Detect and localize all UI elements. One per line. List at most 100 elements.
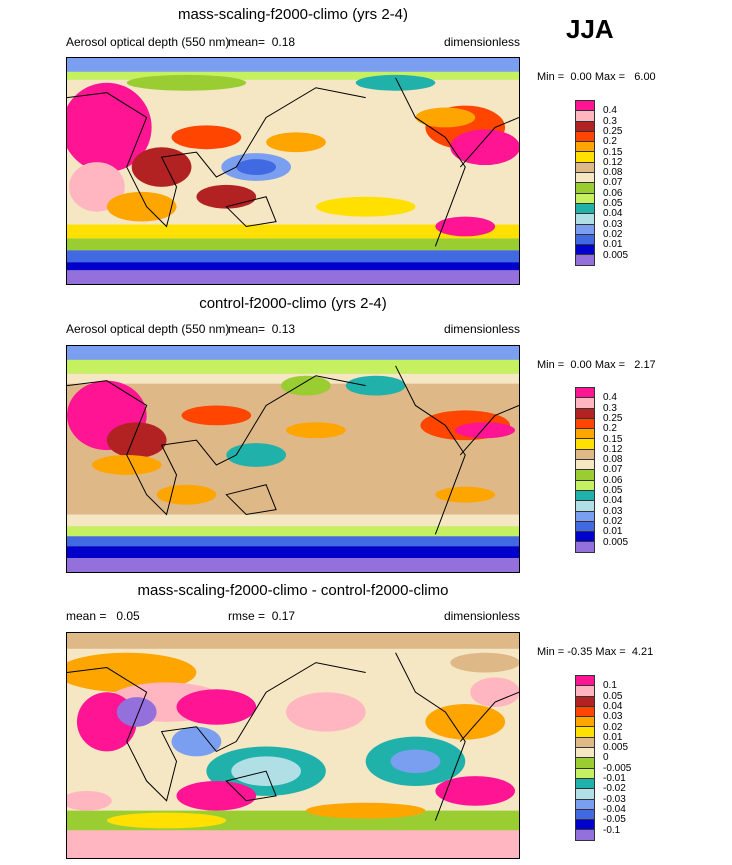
colorbar-level-label: 0.08 (603, 454, 623, 466)
colorbar-level-label: 0.08 (603, 167, 623, 179)
contour-region (67, 224, 519, 239)
panel-1-mean-label: mean= (228, 35, 266, 49)
panel-3-colorbar (575, 675, 595, 841)
contour-region (67, 270, 519, 284)
colorbar-level-label: 0.04 (603, 700, 623, 712)
contour-region (67, 830, 519, 858)
colorbar-level-label: 0.005 (603, 249, 629, 261)
contour-region (126, 74, 247, 91)
colorbar-level-label: 0.4 (603, 392, 617, 404)
colorbar-level-label: 0.02 (603, 228, 623, 240)
panel-3-mean-value: 0.05 (116, 609, 140, 623)
colorbar-swatch (575, 541, 595, 553)
panel-3-max-label: Max = (595, 646, 626, 658)
panel-1-min-value: 0.00 (570, 71, 592, 83)
panel-3-max-value: 4.21 (631, 646, 654, 658)
panel-3-rmse-label: rmse = (228, 609, 266, 623)
panel-2-colorbar (575, 387, 595, 553)
colorbar-level-label: 0.15 (603, 146, 623, 158)
panel-2-mean-value: 0.13 (271, 322, 296, 336)
colorbar-level-label: 0.005 (603, 742, 629, 754)
contour-region (106, 191, 177, 222)
panel-2-map (66, 345, 520, 573)
contour-region (171, 125, 242, 150)
contour-region (196, 184, 257, 209)
panel-1-mean-value: 0.18 (271, 35, 296, 49)
contour-region (131, 147, 192, 187)
panel-1-max-label: Max = (594, 71, 626, 83)
coastline (67, 77, 519, 247)
contour-region (68, 162, 125, 212)
contour-region (435, 486, 496, 503)
colorbar-swatch (575, 829, 595, 841)
coastline (67, 365, 519, 535)
contour-region (315, 196, 416, 217)
panel-1-variable: Aerosol optical depth (550 nm) (66, 35, 230, 49)
panel-3-units: dimensionless (443, 609, 520, 623)
panel-2-mean-label: mean= (228, 322, 266, 336)
contour-region (106, 812, 227, 829)
panel-3-title: mass-scaling-f2000-climo - control-f2000… (137, 582, 449, 599)
contour-region (236, 159, 277, 175)
contour-region (435, 776, 516, 806)
colorbar-level-label: 0.2 (603, 136, 617, 148)
colorbar-level-label: 0.04 (603, 208, 623, 220)
contour-region (355, 74, 436, 91)
contour-region (67, 558, 519, 572)
contour-region (67, 526, 519, 537)
contour-region (455, 422, 516, 439)
colorbar-level-label: 0.15 (603, 433, 623, 445)
panel-2-max-value: 2.17 (634, 359, 656, 371)
contour-region (470, 677, 519, 708)
colorbar-level-label: -0.005 (603, 762, 632, 774)
colorbar-level-label: 0.01 (603, 731, 623, 743)
contour-region (67, 71, 519, 80)
colorbar-level-label: 0.3 (603, 402, 617, 414)
contour-region (171, 726, 222, 757)
colorbar-level-label: 0.3 (603, 115, 617, 127)
contour-region (390, 749, 441, 774)
contour-region (305, 802, 426, 819)
panel-2-variable: Aerosol optical depth (550 nm) (66, 322, 230, 336)
contour-region (106, 422, 167, 459)
colorbar-level-label: 0.005 (603, 536, 629, 548)
contour-region (226, 443, 287, 467)
colorbar-level-label: -0.1 (603, 824, 621, 836)
colorbar-level-label: 0.06 (603, 187, 623, 199)
contour-region (266, 132, 326, 153)
panel-2-min-label: Min = (537, 359, 565, 371)
contour-region (345, 375, 406, 396)
panel-3-map (66, 632, 520, 859)
colorbar-level-label: -0.02 (603, 783, 626, 795)
contour-region (67, 790, 112, 811)
panel-1-map (66, 57, 520, 285)
contour-region (450, 129, 519, 166)
contour-region (435, 216, 496, 237)
contour-region (67, 514, 519, 527)
colorbar-level-label: 0.02 (603, 721, 623, 733)
contour-region (67, 262, 519, 273)
colorbar-level-label: 0.07 (603, 464, 623, 476)
panel-1-units: dimensionless (443, 35, 520, 49)
contour-region (286, 422, 346, 439)
panel-2-min-value: 0.00 (570, 359, 592, 371)
contour-region (181, 405, 252, 426)
colorbar-level-label: 0.12 (603, 156, 623, 168)
contour-region (67, 546, 519, 559)
contour-region (415, 107, 476, 128)
panel-1-min-label: Min = (537, 71, 565, 83)
contour-region (67, 359, 519, 374)
colorbar-level-label: 0.05 (603, 485, 623, 496)
colorbar-level-label: 0.01 (603, 239, 623, 251)
panel-2-max-label: Max = (594, 359, 626, 371)
panel-3-mean-label: mean = (66, 609, 107, 623)
panel-3-min-value: -0.35 (567, 646, 593, 658)
colorbar-level-label: 0.04 (603, 495, 623, 507)
colorbar-level-label: 0 (603, 752, 609, 764)
contour-region (67, 58, 519, 72)
colorbar-level-label: 0.4 (603, 105, 617, 117)
contour-region (67, 633, 519, 649)
colorbar-level-label: 0.07 (603, 177, 623, 189)
panel-3-min-label: Min = (537, 646, 565, 658)
colorbar-level-label: 0.25 (603, 412, 623, 424)
